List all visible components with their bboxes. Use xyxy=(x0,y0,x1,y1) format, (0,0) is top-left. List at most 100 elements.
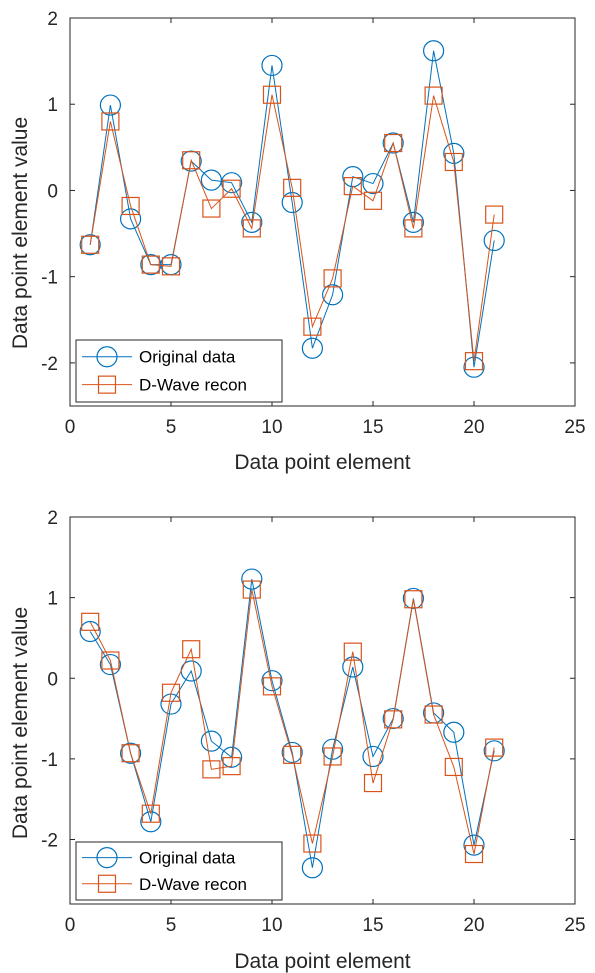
y-tick-label: 0 xyxy=(47,669,58,690)
data-point-circle xyxy=(221,746,243,768)
data-point-square xyxy=(81,235,100,254)
data-point-square xyxy=(141,255,160,274)
x-axis-label: Data point element xyxy=(234,451,410,474)
legend-item: Original data xyxy=(82,847,236,869)
legend-label: Original data xyxy=(139,849,236,868)
y-tick-label: 0 xyxy=(47,181,58,202)
x-tick-label: 5 xyxy=(166,417,177,438)
data-point-square xyxy=(444,757,463,777)
data-point-square xyxy=(161,683,181,702)
data-point-square xyxy=(182,151,201,170)
y-tick-label: 1 xyxy=(47,95,58,116)
data-point-square xyxy=(222,179,241,198)
data-point-circle xyxy=(180,150,202,172)
legend-marker-square xyxy=(97,375,117,394)
y-axis-label: Data point element value xyxy=(9,607,32,839)
data-point-circle xyxy=(382,132,404,154)
data-point-square xyxy=(485,205,504,224)
data-point-square xyxy=(222,757,241,776)
plot-frame xyxy=(69,516,576,905)
x-tick-label: 20 xyxy=(463,417,484,438)
data-point-circle xyxy=(423,40,445,62)
legend-label: D-Wave recon xyxy=(139,875,247,894)
data-point-circle xyxy=(261,54,283,77)
data-point-circle xyxy=(281,741,303,764)
legend-box xyxy=(75,841,283,901)
legend: Original data D-Wave recon xyxy=(75,339,283,403)
data-point-square xyxy=(404,590,423,609)
data-point-circle xyxy=(99,653,122,676)
data-point-circle xyxy=(200,730,222,752)
y-tick-label: -2 xyxy=(41,831,58,852)
series-dwave-recon xyxy=(81,580,504,864)
data-point-square xyxy=(363,191,383,210)
data-point-circle xyxy=(342,656,364,678)
data-point-circle xyxy=(322,284,344,306)
data-point-circle xyxy=(483,229,505,252)
data-point-square xyxy=(81,612,100,631)
legend-marker-circle xyxy=(96,847,118,869)
data-point-circle xyxy=(402,587,424,610)
data-point-circle xyxy=(362,745,384,768)
x-tick-label: 0 xyxy=(65,417,76,438)
data-point-square xyxy=(363,773,383,793)
data-point-square xyxy=(182,640,201,659)
legend-label: D-Wave recon xyxy=(139,376,247,395)
x-tick-label: 15 xyxy=(362,417,383,438)
data-point-square xyxy=(202,760,221,779)
data-point-circle xyxy=(382,707,404,730)
plot-frame xyxy=(69,17,576,407)
y-tick-label: 2 xyxy=(47,9,58,30)
data-point-square xyxy=(101,651,120,670)
data-point-square xyxy=(121,744,140,763)
data-point-square xyxy=(464,844,484,864)
data-point-square xyxy=(161,257,181,276)
data-point-circle xyxy=(463,834,485,856)
x-axis-label: Data point element xyxy=(234,950,410,973)
data-point-square xyxy=(424,705,443,724)
data-point-square xyxy=(343,642,362,661)
data-point-square xyxy=(323,269,342,288)
data-point-square xyxy=(242,219,261,238)
x-tick-label: 5 xyxy=(166,915,177,936)
data-point-square xyxy=(384,133,403,153)
data-point-circle xyxy=(443,721,465,743)
legend-label: Original data xyxy=(139,348,236,367)
series-line xyxy=(89,94,495,362)
data-point-square xyxy=(444,152,463,172)
data-point-square xyxy=(262,85,282,104)
y-axis-label: Data point element value xyxy=(9,117,32,349)
x-tick-label: 10 xyxy=(261,417,282,438)
y-tick-label: 2 xyxy=(47,508,58,529)
y-tick-label: 1 xyxy=(47,589,58,610)
data-point-circle xyxy=(301,337,323,359)
data-point-square xyxy=(384,710,403,729)
data-point-circle xyxy=(362,172,384,195)
legend-item: Original data xyxy=(82,346,236,368)
data-point-square xyxy=(283,745,302,764)
x-tick-label: 25 xyxy=(564,915,585,936)
data-point-circle xyxy=(120,742,142,764)
legend-item: D-Wave recon xyxy=(82,874,247,894)
data-point-circle xyxy=(241,568,263,590)
legend: Original data D-Wave recon xyxy=(75,841,283,901)
data-point-circle xyxy=(79,620,101,643)
legend-item: D-Wave recon xyxy=(82,375,247,395)
y-tick-label: -2 xyxy=(41,354,58,375)
legend-marker-square xyxy=(97,874,117,893)
data-point-circle xyxy=(120,208,142,230)
series-original-data xyxy=(79,40,505,378)
data-point-circle xyxy=(261,670,283,692)
data-point-square xyxy=(242,580,261,599)
data-point-square xyxy=(101,112,120,131)
data-point-circle xyxy=(79,234,101,256)
data-point-circle xyxy=(221,172,243,194)
legend-marker-circle xyxy=(96,346,118,368)
series-line xyxy=(89,589,495,855)
data-point-square xyxy=(485,738,504,757)
y-tick-label: -1 xyxy=(41,268,58,289)
data-point-square xyxy=(303,834,322,853)
x-tick-label: 20 xyxy=(463,915,484,936)
data-point-square xyxy=(283,178,302,197)
